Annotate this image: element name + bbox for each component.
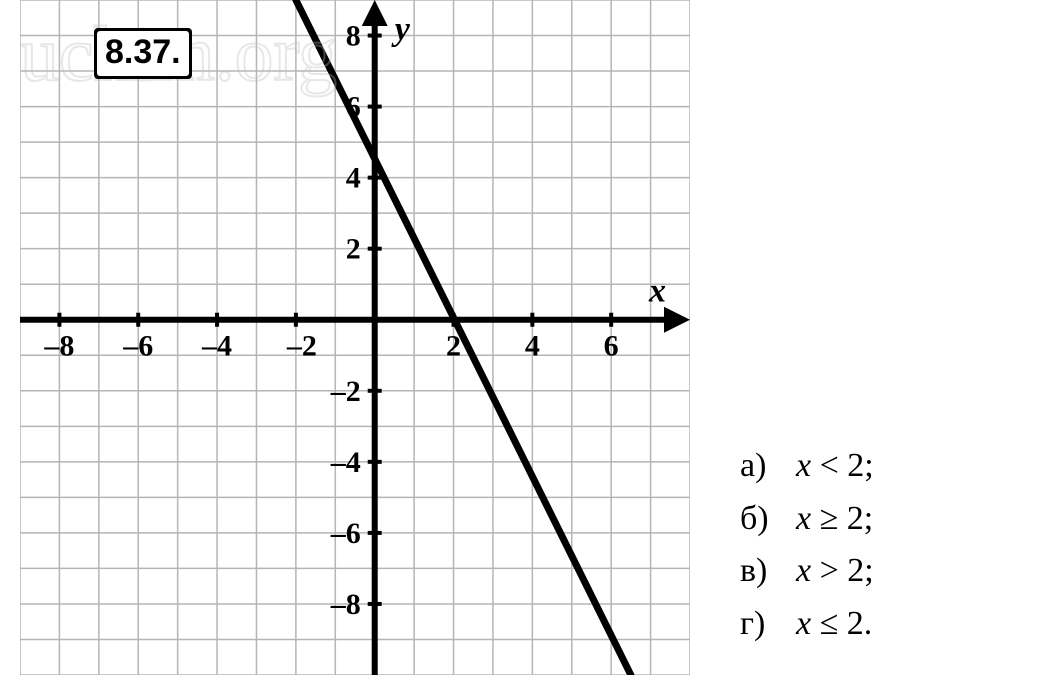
- answer-expression: x > 2;: [796, 545, 874, 598]
- expr-variable: x: [796, 605, 811, 642]
- graph-panel: –8–6–4–2246–8–6–4–22468xy uchim.org 8.37…: [20, 0, 690, 675]
- y-tick-label: –2: [330, 375, 361, 408]
- expr-operator: ≤: [811, 605, 847, 642]
- answer-expression: x ≥ 2;: [796, 493, 873, 546]
- expr-rhs: 2: [847, 447, 864, 484]
- y-tick-label: –6: [330, 517, 361, 550]
- problem-number-label: 8.37.: [97, 31, 189, 76]
- x-tick-label: 6: [604, 330, 619, 363]
- answer-option: в)x > 2;: [740, 545, 874, 598]
- y-tick-label: –4: [330, 446, 361, 479]
- x-axis-label: x: [648, 273, 666, 310]
- expr-rhs: 2: [847, 552, 864, 589]
- y-tick-label: 8: [346, 20, 361, 53]
- expr-variable: x: [796, 500, 811, 537]
- answer-list: а)x < 2;б)x ≥ 2;в)x > 2;г)x ≤ 2.: [740, 440, 874, 651]
- y-tick-label: 4: [346, 162, 361, 195]
- expr-rhs: 2: [847, 500, 864, 537]
- answer-label: в): [740, 545, 786, 598]
- problem-number-box: 8.37.: [94, 28, 192, 79]
- expr-operator: >: [811, 552, 847, 589]
- expr-rhs: 2: [847, 605, 864, 642]
- expr-suffix: ;: [864, 552, 873, 589]
- answer-label: б): [740, 493, 786, 546]
- expr-variable: x: [796, 552, 811, 589]
- answer-label: г): [740, 598, 786, 651]
- answer-expression: x < 2;: [796, 440, 874, 493]
- expr-suffix: ;: [864, 500, 873, 537]
- answer-option: г)x ≤ 2.: [740, 598, 874, 651]
- x-tick-label: –6: [122, 330, 153, 363]
- expr-operator: ≥: [811, 500, 847, 537]
- expr-variable: x: [796, 447, 811, 484]
- expr-suffix: ;: [864, 447, 873, 484]
- page-root: –8–6–4–2246–8–6–4–22468xy uchim.org 8.37…: [0, 0, 1042, 675]
- y-tick-label: –8: [330, 588, 361, 621]
- x-tick-label: –4: [201, 330, 232, 363]
- x-tick-label: –8: [43, 330, 74, 363]
- coordinate-graph: –8–6–4–2246–8–6–4–22468xy: [20, 0, 690, 675]
- answer-label: а): [740, 440, 786, 493]
- x-tick-label: 4: [525, 330, 540, 363]
- answer-option: б)x ≥ 2;: [740, 493, 874, 546]
- expr-operator: <: [811, 447, 847, 484]
- y-tick-label: 2: [346, 233, 361, 266]
- answer-option: а)x < 2;: [740, 440, 874, 493]
- x-tick-label: –2: [286, 330, 317, 363]
- expr-suffix: .: [864, 605, 873, 642]
- answer-expression: x ≤ 2.: [796, 598, 872, 651]
